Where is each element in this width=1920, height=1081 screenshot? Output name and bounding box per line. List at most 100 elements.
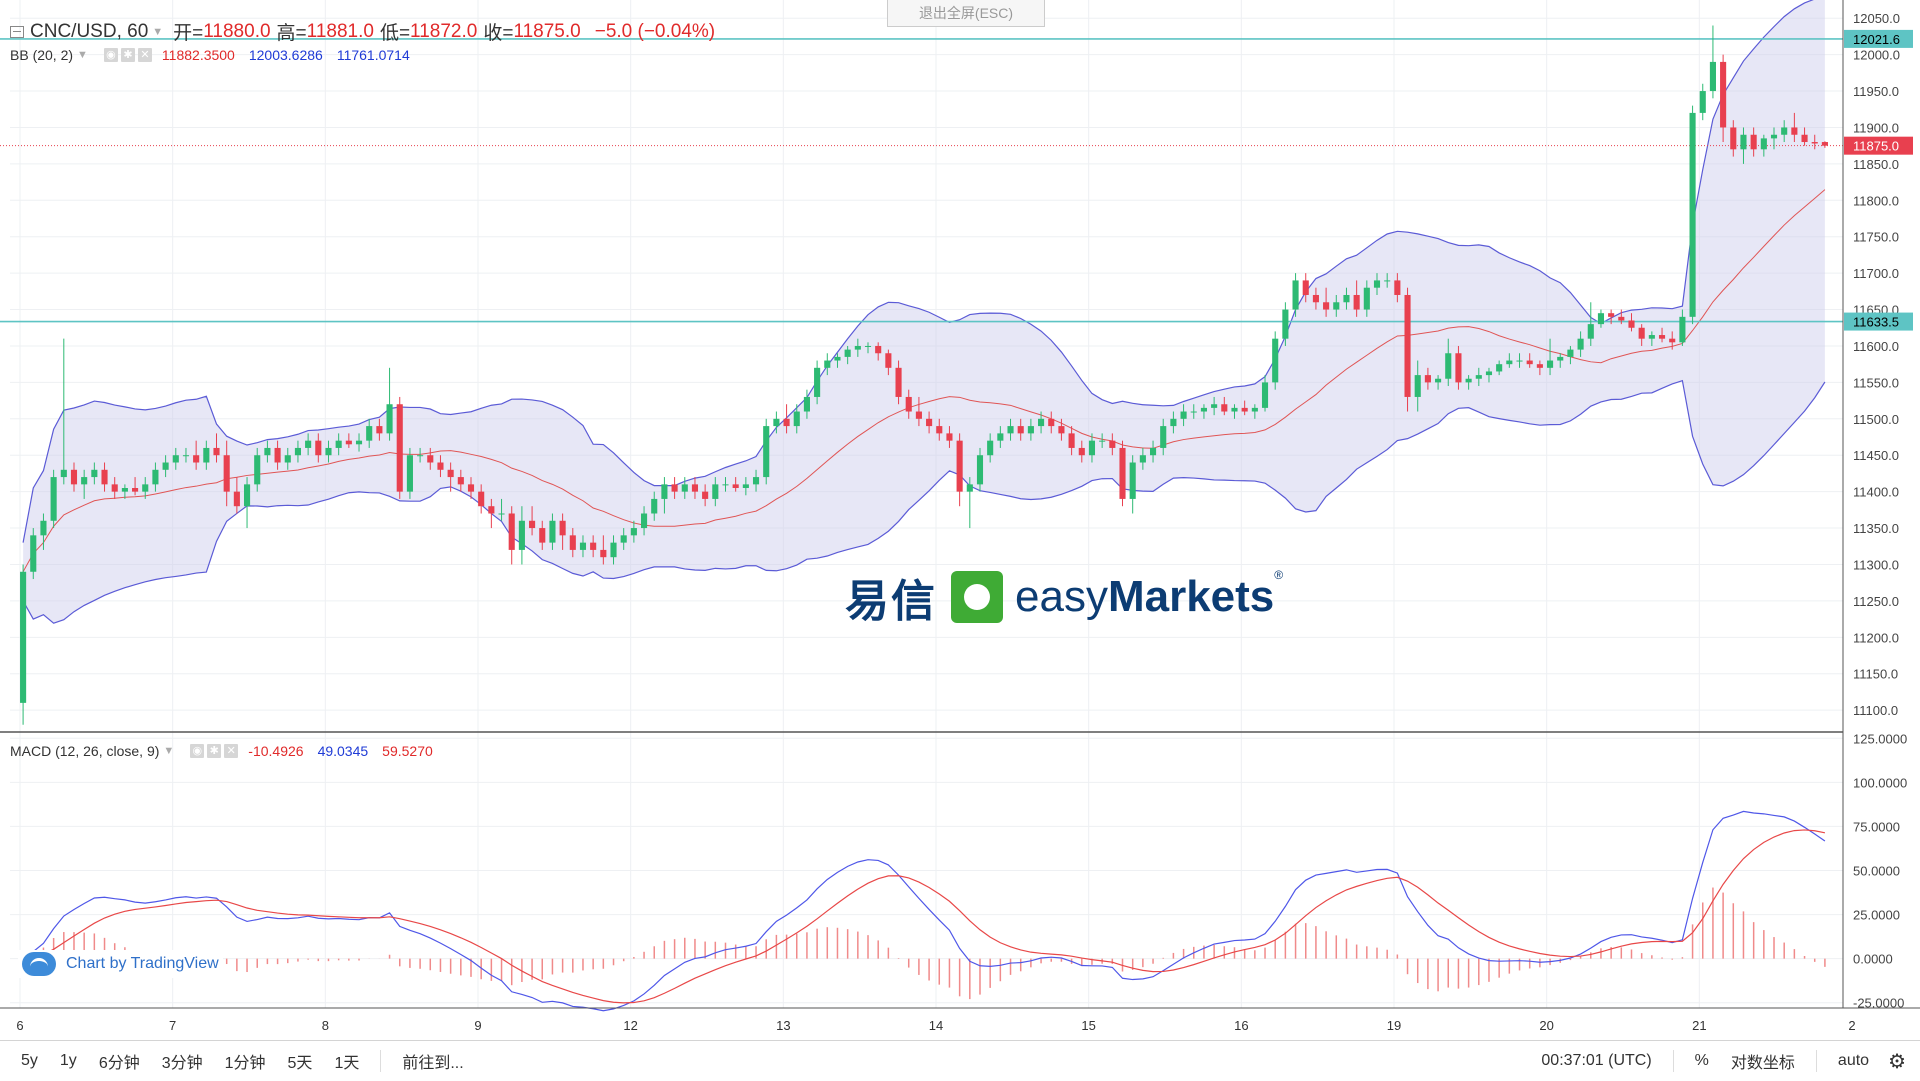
symbol-legend: CNC/USD, 60 ▼ 开= 11880.0 高= 11881.0 低= 1187… (10, 18, 715, 45)
close-icon[interactable]: ✕ (137, 48, 152, 62)
price-tick-label: 11250.0 (1853, 594, 1899, 609)
candle-body (732, 484, 739, 488)
candle-body (1669, 338, 1676, 343)
candle-body (1119, 447, 1126, 499)
candle-body (997, 433, 1004, 441)
candle-body (121, 488, 128, 492)
bb-label[interactable]: BB (20, 2) (10, 47, 74, 63)
tradingview-cloud-icon (22, 952, 56, 976)
candle-body (376, 426, 383, 434)
price-tick-label: 11700.0 (1853, 266, 1899, 281)
candle-body (722, 484, 729, 486)
candle-body (305, 440, 312, 448)
bb-band-fill (23, 0, 1825, 624)
macd-line (22, 810, 1826, 1012)
range-button[interactable]: 3分钟 (161, 1055, 203, 1072)
candle-body (1536, 364, 1543, 368)
chevron-down-icon[interactable]: ▼ (77, 49, 88, 61)
candle-body (1343, 294, 1350, 303)
candle-body (1730, 127, 1737, 150)
low-value: 11872.0 (410, 20, 478, 42)
bb-basis-line (22, 189, 1826, 573)
range-button[interactable]: 5天 (287, 1055, 313, 1072)
range-button[interactable]: 1分钟 (224, 1055, 266, 1072)
range-button[interactable]: 1y (59, 1052, 77, 1069)
candle-body (355, 440, 363, 445)
candle-body (508, 513, 515, 550)
time-tick-label: 12 (623, 1018, 637, 1033)
candle-body (457, 477, 464, 485)
gear-icon[interactable]: ⚙ (1888, 1050, 1906, 1073)
utc-clock[interactable]: 00:37:01 (UTC) (1541, 1052, 1652, 1069)
auto-scale-toggle[interactable]: auto (1837, 1052, 1870, 1069)
exit-fullscreen-button[interactable]: 退出全屏(ESC) (887, 0, 1045, 27)
range-button[interactable]: 6分钟 (98, 1055, 140, 1072)
candle-body (1180, 411, 1187, 419)
candle-body (926, 418, 933, 427)
toolbar-divider (1672, 1050, 1674, 1072)
price-tick-label: 11800.0 (1853, 193, 1899, 208)
candle-body (1577, 338, 1584, 350)
eye-icon[interactable]: ◉ (103, 48, 118, 62)
easymarkets-watermark: 易信 easyMarkets ® (845, 562, 1330, 632)
price-tick-label: 11750.0 (1853, 230, 1899, 245)
log-scale-toggle[interactable]: 对数坐标 (1730, 1055, 1795, 1072)
candle-body (50, 477, 57, 521)
candle-body (417, 455, 424, 457)
candle-body (529, 520, 536, 529)
price-tick-label: 11600.0 (1853, 339, 1899, 354)
candle-body (1760, 138, 1767, 150)
eye-icon[interactable]: ◉ (190, 744, 205, 758)
time-tick-label: 19 (1387, 1018, 1401, 1033)
percent-toggle[interactable]: % (1694, 1052, 1709, 1069)
interval-label[interactable]: 60 (127, 20, 149, 42)
candle-body (1597, 313, 1605, 325)
candle-body (1027, 426, 1034, 434)
high-label: 高= (276, 23, 307, 44)
candle-body (1007, 426, 1014, 434)
candle-body (1272, 338, 1279, 383)
tradingview-credit[interactable]: Chart by TradingView (18, 950, 223, 978)
candle-body (987, 440, 994, 456)
candle-body (111, 484, 118, 492)
candle-body (1648, 335, 1655, 339)
chevron-down-icon[interactable]: ▼ (152, 25, 164, 38)
candle-body (518, 520, 525, 550)
candle-body (488, 506, 495, 514)
time-tick-label: 6 (16, 1018, 23, 1033)
candle-body (152, 469, 159, 485)
macd-label[interactable]: MACD (12, 26, close, 9) (10, 743, 160, 759)
bb-middle-value: 11882.3500 (161, 47, 235, 63)
range-button[interactable]: 5y (21, 1052, 38, 1069)
easymarkets-logo-icon (951, 571, 1003, 623)
range-button[interactable]: 1天 (334, 1055, 360, 1072)
watermark-easy: easy (1015, 572, 1108, 621)
settings-icon[interactable]: ✱ (120, 48, 135, 62)
candle-body (284, 455, 291, 463)
candle-body (875, 345, 882, 354)
candle-body (1750, 134, 1757, 150)
chart-canvas[interactable]: 12050.0 12000.0 11950.0 11900.0 11850.0 11800… (0, 0, 1920, 1040)
lower-line-badge: 11633.5 (1853, 315, 1899, 330)
settings-icon[interactable]: ✱ (207, 744, 222, 758)
close-icon[interactable]: ✕ (224, 744, 239, 758)
candle-body (1302, 280, 1309, 295)
lower-line-badge-bg (1844, 312, 1913, 331)
candle-body (681, 484, 688, 492)
candle-body (783, 418, 790, 427)
tradingview-credit-text[interactable]: Chart by TradingView (66, 955, 219, 972)
goto-date-button[interactable]: 前往到... (402, 1055, 464, 1072)
candle-body (20, 571, 27, 703)
symbol-name[interactable]: CNC/USD (30, 20, 117, 42)
candle-body (172, 455, 179, 463)
candle-body (579, 542, 587, 550)
candle-body (1149, 447, 1157, 456)
macd-tick-label: 50.0000 (1853, 864, 1900, 879)
chevron-down-icon[interactable]: ▼ (163, 745, 175, 757)
candle-body (213, 447, 220, 456)
candle-body (335, 440, 342, 448)
registered-mark: ® (1274, 568, 1284, 582)
collapse-icon[interactable] (10, 25, 24, 38)
watermark-english: easyMarkets (1015, 572, 1274, 622)
